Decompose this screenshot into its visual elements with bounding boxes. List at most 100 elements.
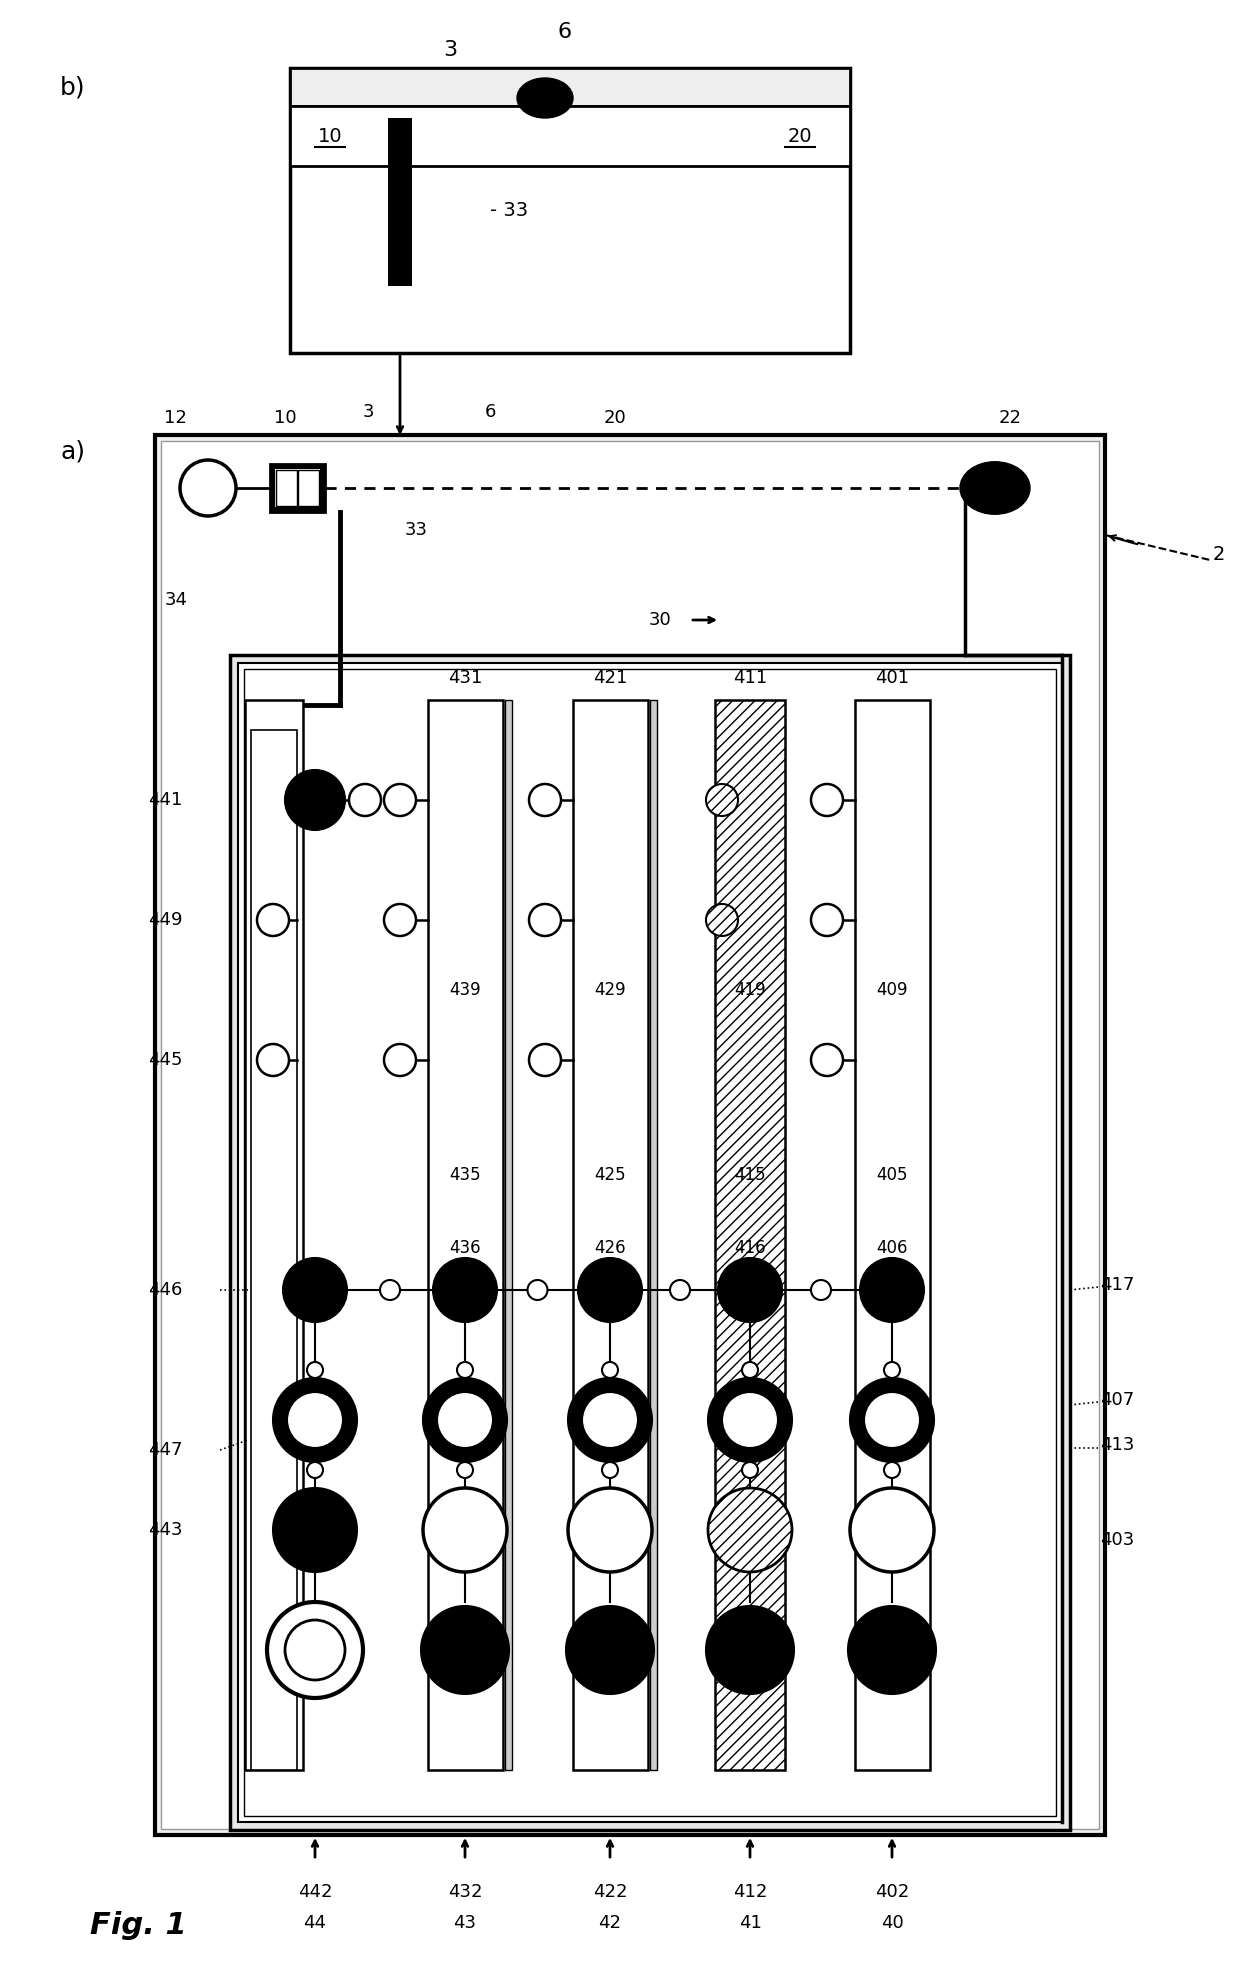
Circle shape — [257, 1043, 289, 1076]
Text: 12: 12 — [164, 409, 186, 427]
Text: 40: 40 — [880, 1915, 904, 1933]
Text: 431: 431 — [448, 669, 482, 687]
Text: 419: 419 — [734, 980, 766, 1000]
Bar — [250, 730, 298, 1769]
Bar — [161, 441, 1099, 1828]
Circle shape — [285, 769, 345, 830]
Circle shape — [348, 783, 381, 817]
Text: 422: 422 — [593, 1883, 627, 1901]
Circle shape — [670, 1279, 689, 1301]
Text: 2: 2 — [1213, 545, 1225, 565]
Circle shape — [848, 1606, 936, 1694]
Text: 417: 417 — [1100, 1275, 1135, 1295]
Text: 41: 41 — [739, 1915, 761, 1933]
Text: 10: 10 — [274, 409, 296, 427]
Bar — [270, 464, 325, 512]
Text: 442: 442 — [298, 1883, 332, 1901]
Bar — [715, 701, 785, 1769]
Text: 426: 426 — [594, 1240, 626, 1258]
Circle shape — [864, 1391, 920, 1448]
Ellipse shape — [517, 79, 573, 118]
Circle shape — [379, 1279, 401, 1301]
Circle shape — [529, 1043, 560, 1076]
Text: b): b) — [60, 75, 86, 98]
Circle shape — [849, 1488, 934, 1572]
Text: 411: 411 — [733, 669, 768, 687]
Text: a): a) — [60, 441, 86, 464]
Text: 406: 406 — [877, 1240, 908, 1258]
Text: 421: 421 — [593, 669, 627, 687]
Circle shape — [601, 1462, 618, 1478]
Circle shape — [578, 1258, 642, 1322]
Text: - 33: - 33 — [490, 201, 528, 220]
Text: 436: 436 — [449, 1240, 481, 1258]
Circle shape — [257, 903, 289, 937]
Circle shape — [582, 1391, 639, 1448]
Circle shape — [529, 903, 560, 937]
Circle shape — [742, 1362, 758, 1378]
Circle shape — [458, 1362, 472, 1378]
Ellipse shape — [708, 1488, 792, 1572]
Bar — [290, 69, 849, 106]
Circle shape — [601, 1362, 618, 1378]
Circle shape — [811, 783, 843, 817]
Circle shape — [423, 1378, 507, 1462]
Text: 402: 402 — [875, 1883, 909, 1901]
Text: 435: 435 — [449, 1165, 481, 1185]
Circle shape — [722, 1391, 777, 1448]
Circle shape — [811, 1279, 831, 1301]
Circle shape — [422, 1606, 508, 1694]
Circle shape — [718, 1258, 782, 1322]
Text: 432: 432 — [448, 1883, 482, 1901]
Circle shape — [267, 1602, 363, 1698]
Text: 415: 415 — [734, 1165, 766, 1185]
Circle shape — [529, 783, 560, 817]
Bar — [244, 669, 1056, 1816]
Circle shape — [384, 783, 415, 817]
Text: 439: 439 — [449, 980, 481, 1000]
Circle shape — [273, 1378, 357, 1462]
Text: 447: 447 — [148, 1441, 182, 1458]
Bar — [274, 468, 321, 508]
Ellipse shape — [706, 783, 738, 817]
Text: 425: 425 — [594, 1165, 626, 1185]
Bar — [290, 106, 849, 165]
Text: 30: 30 — [649, 610, 671, 630]
Text: 34: 34 — [165, 590, 188, 608]
Text: 22: 22 — [998, 409, 1022, 427]
Text: 416: 416 — [734, 1240, 766, 1258]
Circle shape — [884, 1362, 900, 1378]
Circle shape — [742, 1462, 758, 1478]
Bar — [428, 701, 503, 1769]
Text: 405: 405 — [877, 1165, 908, 1185]
Circle shape — [423, 1488, 507, 1572]
Circle shape — [384, 1043, 415, 1076]
Text: 445: 445 — [148, 1051, 182, 1069]
Bar — [505, 701, 512, 1769]
Circle shape — [285, 1620, 345, 1681]
Circle shape — [458, 1462, 472, 1478]
Circle shape — [884, 1462, 900, 1478]
Circle shape — [861, 1258, 924, 1322]
Bar — [277, 470, 298, 506]
Circle shape — [849, 1378, 934, 1462]
Circle shape — [568, 1378, 652, 1462]
Text: 44: 44 — [304, 1915, 326, 1933]
Circle shape — [283, 1258, 347, 1322]
Bar — [856, 701, 930, 1769]
Text: 413: 413 — [1100, 1437, 1135, 1454]
Text: 3: 3 — [362, 403, 373, 421]
Circle shape — [708, 1378, 792, 1462]
Bar — [573, 701, 649, 1769]
Circle shape — [308, 1462, 322, 1478]
Text: 42: 42 — [599, 1915, 621, 1933]
Text: 20: 20 — [787, 126, 812, 146]
Ellipse shape — [706, 903, 738, 937]
Circle shape — [811, 903, 843, 937]
Circle shape — [273, 1488, 357, 1572]
Text: Fig. 1: Fig. 1 — [91, 1911, 187, 1940]
Bar — [155, 435, 1105, 1834]
Text: 401: 401 — [875, 669, 909, 687]
Text: 3: 3 — [443, 39, 458, 59]
Circle shape — [568, 1488, 652, 1572]
